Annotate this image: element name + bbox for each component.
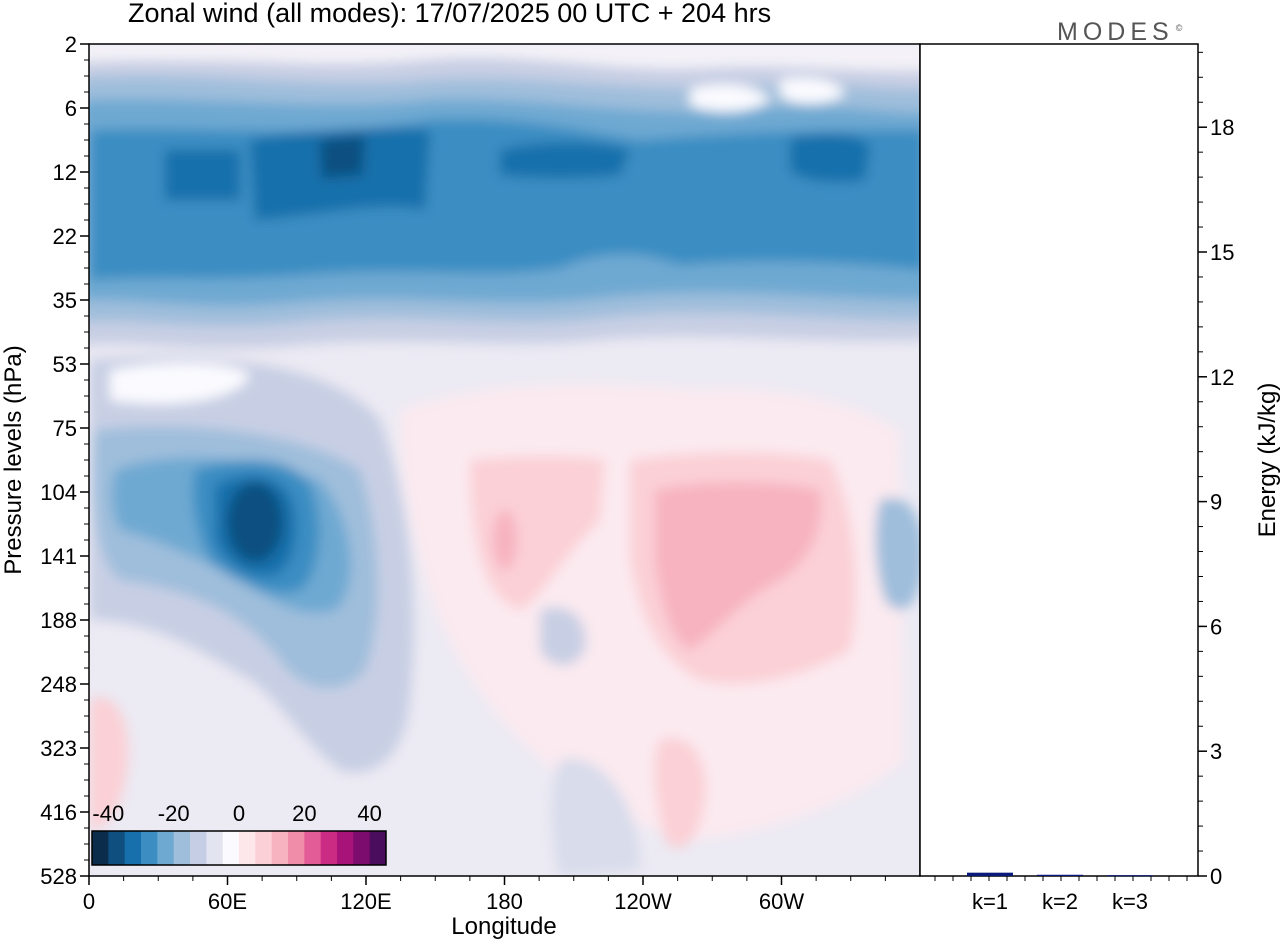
energy-bar: [967, 872, 1013, 876]
colorbar-swatch: [222, 831, 240, 865]
contour-lower-2: [551, 758, 640, 876]
brand-text: MODES: [1057, 18, 1174, 46]
contour-top-light: [89, 44, 920, 71]
colorbar-swatch: [369, 831, 387, 865]
contour-pink-2: [470, 456, 605, 610]
contour-upper-core-3: [500, 142, 630, 179]
energy-tick-label: 18: [1210, 115, 1234, 140]
colorbar-swatch: [320, 831, 338, 865]
colorbar-swatch: [239, 831, 256, 865]
contour-upper-core-5: [320, 135, 365, 178]
energy-axis-title: Energy (kJ/kg): [1254, 383, 1280, 538]
colorbar-swatch: [92, 831, 109, 865]
contour-pink-6: [654, 738, 706, 848]
energy-tick-label: 3: [1210, 739, 1222, 764]
colorbar-swatch: [337, 831, 354, 865]
colorbar-label: -20: [158, 801, 190, 826]
colorbar-swatch: [108, 831, 126, 865]
energy-tick-label: 12: [1210, 365, 1234, 390]
energy-bar: [1037, 874, 1083, 876]
colorbar-swatch: [353, 831, 371, 865]
contour-pink-7: [90, 697, 129, 830]
contour-easterly-jet-core: [227, 482, 283, 562]
chart-title: Zonal wind (all modes): 17/07/2025 00 UT…: [128, 0, 772, 28]
y-tick-label: 53: [53, 352, 77, 377]
zonal-wind-heatmap: [89, 44, 920, 876]
colorbar-label: 0: [233, 801, 245, 826]
energy-axis: 0 3 6 9 12 15 18: [934, 51, 1234, 889]
x-tick-label: 180: [486, 889, 523, 914]
x-tick-label: 60W: [759, 889, 804, 914]
colorbar-label: 40: [357, 801, 381, 826]
colorbar-swatch: [190, 831, 207, 865]
contour-light-3: [780, 78, 845, 104]
colorbar-swatch: [141, 831, 158, 865]
colorbar-label: -40: [92, 801, 124, 826]
colorbar-swatch: [288, 831, 305, 865]
colorbar-swatch: [157, 831, 175, 865]
y-tick-label: 35: [53, 288, 77, 313]
bar-panel-frame: [919, 43, 1199, 877]
energy-bar: [1107, 875, 1153, 877]
contour-lower-3: [875, 498, 920, 610]
x-axis-title: Longitude: [451, 913, 556, 940]
colorbar-swatch: [206, 831, 224, 865]
x-tick-label: 0: [83, 889, 95, 914]
contour-pink-5: [493, 510, 517, 570]
contour-upper-core-4: [790, 134, 870, 182]
y-tick-label: 2: [65, 32, 77, 57]
energy-tick-label: 6: [1210, 614, 1222, 639]
colorbar-swatch: [255, 831, 273, 865]
colorbar-swatch: [173, 831, 191, 865]
x-tick-label: 120E: [340, 889, 391, 914]
y-tick-label: 22: [53, 224, 77, 249]
bar-category-label: k=1: [972, 889, 1008, 914]
copyright-mark: ©: [1175, 22, 1183, 33]
energy-tick-label: 0: [1210, 864, 1222, 889]
contour-upper-core-2: [165, 150, 240, 200]
y-axis-title: Pressure levels (hPa): [0, 345, 27, 574]
y-tick-label: 75: [53, 416, 77, 441]
y-tick-label: 141: [40, 544, 77, 569]
energy-tick-label: 15: [1210, 240, 1234, 265]
y-tick-label: 323: [40, 736, 77, 761]
contour-pink-4: [655, 482, 821, 650]
brand-logo: MODES ©: [1057, 18, 1182, 47]
y-tick-label: 528: [40, 864, 77, 889]
y-tick-label: 104: [40, 480, 77, 505]
energy-tick-label: 9: [1210, 490, 1222, 515]
pressure-axis: 2 6 12 22 35 53 75 104 141 188 248 323 416 528: [40, 32, 89, 889]
contour-lower-1: [540, 607, 586, 665]
y-tick-label: 12: [53, 160, 77, 185]
y-tick-label: 416: [40, 800, 77, 825]
contour-light-1: [110, 363, 250, 404]
energy-bars: k=1 k=2 k=3: [967, 872, 1153, 914]
colorbar: -40 -20 0 20 40: [91, 801, 387, 866]
bar-category-label: k=3: [1112, 889, 1148, 914]
y-tick-label: 6: [65, 96, 77, 121]
x-tick-label: 60E: [208, 889, 247, 914]
colorbar-swatch: [124, 831, 142, 865]
y-tick-label: 188: [40, 608, 77, 633]
x-tick-label: 120W: [614, 889, 672, 914]
colorbar-swatch: [271, 831, 289, 865]
bar-category-label: k=2: [1042, 889, 1078, 914]
colorbar-swatch: [304, 831, 322, 865]
y-tick-label: 248: [40, 672, 77, 697]
longitude-axis: 0 60E 120E 180 120W 60W: [83, 876, 886, 914]
colorbar-label: 20: [292, 801, 316, 826]
colorbar-frame: [91, 830, 387, 866]
contour-light-2: [690, 84, 770, 112]
